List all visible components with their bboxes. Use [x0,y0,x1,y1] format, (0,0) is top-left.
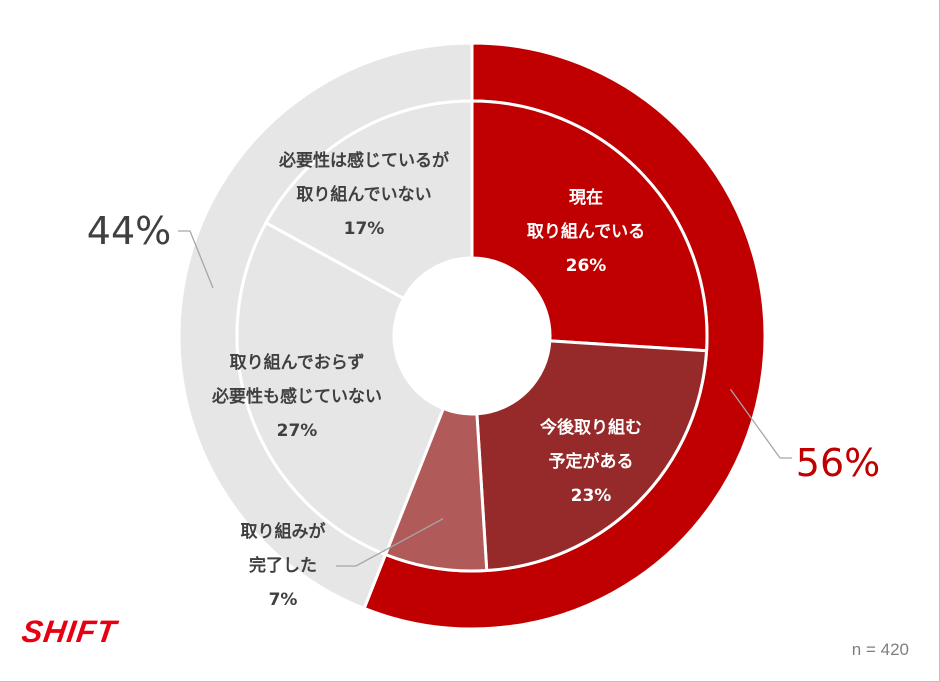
inner-slice-1 [475,339,709,573]
leader-outer-1 [178,230,214,289]
inner-value-2: 7% [269,590,298,610]
inner-label-4-line-0: 必要性は感じているが [278,150,449,171]
inner-label-1-line-0: 今後取り組む [540,417,642,438]
inner-label-2-line-1: 完了した [249,555,317,576]
inner-label-2-line-0: 取り組みが [241,521,326,542]
inner-label-3-line-0: 取り組んでおらず [230,352,365,373]
leader-lines [178,230,792,567]
shift-logo: SHIFT [19,614,120,649]
outer-value-1: 44% [87,209,171,253]
inner-value-0: 26% [566,256,607,276]
inner-label-0-line-1: 取り組んでいる [527,221,645,242]
inner-label-1-line-1: 予定がある [549,451,634,472]
inner-label-0-line-0: 現在 [569,187,603,208]
inner-value-3: 27% [277,421,318,441]
inner-ring [235,99,709,573]
inner-slice-4 [264,99,474,301]
sample-size-label: n = 420 [851,640,909,659]
leader-outer-0 [729,389,792,459]
inner-label-4-line-1: 取り組んでいない [296,184,431,205]
inner-slice-3 [235,220,446,557]
leader-completed [336,518,444,567]
inner-value-4: 17% [344,219,385,239]
inner-label-3-line-1: 必要性も感じていない [211,386,382,407]
inner-slice-0 [470,99,709,353]
outer-value-0: 56% [796,441,880,485]
inner-value-1: 23% [571,486,612,506]
